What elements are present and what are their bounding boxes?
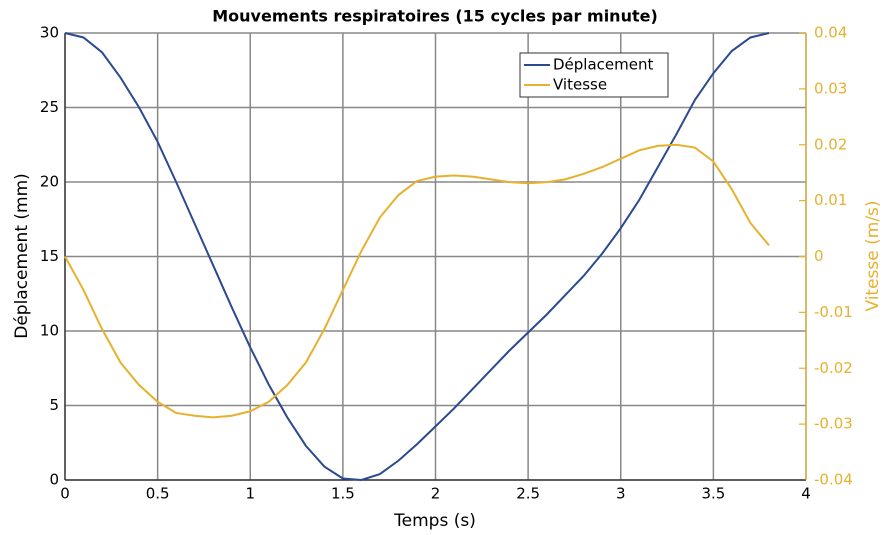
chart-title: Mouvements respiratoires (15 cycles par … — [212, 7, 658, 26]
y-tick-label: 20 — [40, 173, 59, 191]
y2-tick-label: 0.01 — [814, 191, 847, 209]
x-tick-label: 3 — [616, 485, 626, 503]
y-tick-label: 30 — [40, 24, 59, 42]
y-tick-label: 0 — [49, 471, 59, 489]
x-tick-label: 4 — [801, 485, 811, 503]
data-line — [64, 143, 770, 419]
legend-label: Déplacement — [553, 56, 653, 74]
y-axis-label: Déplacement (mm) — [12, 173, 32, 339]
x-tick-label: 0 — [60, 485, 70, 503]
x-tick-label: 1.5 — [331, 485, 355, 503]
x-axis-label: Temps (s) — [393, 511, 476, 531]
x-tick-label: 1 — [245, 485, 255, 503]
y2-tick-label: 0.04 — [814, 24, 847, 42]
x-tick-label: 3.5 — [701, 485, 725, 503]
x-tick-label: 0.5 — [146, 485, 170, 503]
y2-tick-label: 0 — [814, 247, 824, 265]
y-tick-label: 15 — [40, 247, 59, 265]
legend-label: Vitesse — [553, 76, 607, 94]
x-tick-label: 2 — [431, 485, 441, 503]
x-tick-label: 2.5 — [516, 485, 540, 503]
y2-tick-label: -0.01 — [814, 303, 853, 321]
y-tick-label: 25 — [40, 98, 59, 116]
y2-axis-label: Vitesse (m/s) — [863, 200, 883, 311]
y2-tick-label: -0.04 — [814, 471, 853, 489]
y2-tick-label: 0.02 — [814, 135, 847, 153]
data-line — [64, 32, 770, 482]
y-tick-label: 5 — [49, 396, 59, 414]
y-tick-label: 10 — [40, 322, 59, 340]
legend-box — [519, 52, 669, 98]
y2-tick-label: -0.03 — [814, 415, 853, 433]
y2-tick-label: 0.03 — [814, 79, 847, 97]
y2-tick-label: -0.02 — [814, 359, 853, 377]
